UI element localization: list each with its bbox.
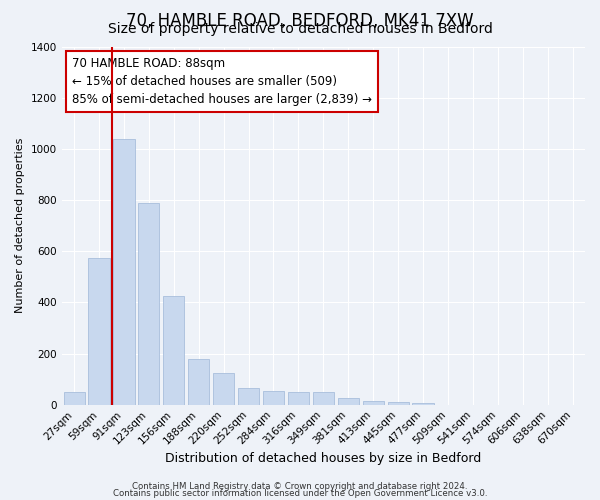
Text: 70, HAMBLE ROAD, BEDFORD, MK41 7XW: 70, HAMBLE ROAD, BEDFORD, MK41 7XW (126, 12, 474, 30)
Bar (388, 402, 409, 404)
Bar (138, 202, 160, 404)
Bar (88, 258, 110, 404)
Bar (238, 388, 259, 404)
Bar (163, 296, 184, 405)
Bar (263, 390, 284, 404)
Text: Size of property relative to detached houses in Bedford: Size of property relative to detached ho… (107, 22, 493, 36)
Y-axis label: Number of detached properties: Number of detached properties (15, 138, 25, 314)
X-axis label: Distribution of detached houses by size in Bedford: Distribution of detached houses by size … (165, 452, 481, 465)
Text: Contains HM Land Registry data © Crown copyright and database right 2024.: Contains HM Land Registry data © Crown c… (132, 482, 468, 491)
Bar (64, 392, 85, 404)
Bar (113, 138, 134, 404)
Bar (188, 358, 209, 405)
Bar (313, 392, 334, 404)
Bar (288, 392, 309, 404)
Bar (338, 398, 359, 404)
Bar (213, 372, 234, 404)
Text: 70 HAMBLE ROAD: 88sqm
← 15% of detached houses are smaller (509)
85% of semi-det: 70 HAMBLE ROAD: 88sqm ← 15% of detached … (72, 57, 372, 106)
Text: Contains public sector information licensed under the Open Government Licence v3: Contains public sector information licen… (113, 490, 487, 498)
Bar (362, 401, 384, 404)
